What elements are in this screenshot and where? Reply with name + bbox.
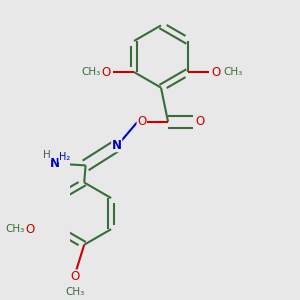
- Text: CH₃: CH₃: [81, 67, 100, 77]
- Text: CH₃: CH₃: [65, 287, 85, 297]
- Text: N: N: [112, 139, 122, 152]
- Text: CH₃: CH₃: [223, 67, 242, 77]
- Text: O: O: [102, 66, 111, 79]
- Text: H: H: [43, 150, 51, 160]
- Text: O: O: [26, 223, 35, 236]
- Text: O: O: [196, 115, 205, 128]
- Text: O: O: [137, 115, 146, 128]
- Text: N: N: [50, 157, 60, 170]
- Text: CH₃: CH₃: [5, 224, 24, 234]
- Text: H₂: H₂: [59, 152, 70, 162]
- Text: O: O: [211, 66, 220, 79]
- Text: O: O: [70, 270, 80, 283]
